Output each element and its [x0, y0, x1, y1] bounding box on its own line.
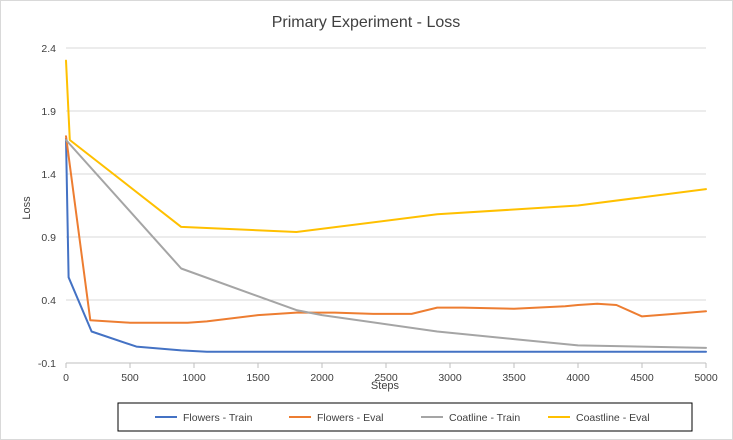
y-tick-label: 2.4: [41, 43, 56, 55]
y-tick-label: -0.1: [38, 358, 56, 370]
y-tick-label: 1.4: [41, 169, 56, 181]
chart-title: Primary Experiment - Loss: [272, 14, 461, 31]
legend-item-flowers-train: Flowers - Train: [155, 412, 253, 424]
x-tick-label: 1500: [246, 372, 270, 384]
x-tick-label: 5000: [694, 372, 718, 384]
x-tick-label: 0: [63, 372, 69, 384]
legend-box: [117, 402, 693, 432]
y-axis-title: Loss: [21, 196, 33, 220]
series-line-coastline-eval: [65, 59, 707, 233]
series-lines: [65, 59, 707, 353]
legend-label: Flowers - Train: [183, 412, 253, 424]
legend-item-flowers-eval: Flowers - Eval: [289, 412, 384, 424]
x-tick-label: 2000: [310, 372, 334, 384]
x-tick-label: 4000: [566, 372, 590, 384]
legend-item-coastline-eval: Coastline - Eval: [548, 412, 650, 424]
legend-item-coatline-train: Coatline - Train: [421, 412, 520, 424]
legend-label: Coastline - Eval: [576, 412, 650, 424]
x-tick-label: 500: [121, 372, 139, 384]
x-axis-title: Steps: [371, 380, 400, 392]
legend: Flowers - Train Flowers - Eval Coatline - …: [117, 402, 693, 432]
y-tick-label: 0.4: [41, 295, 56, 307]
series-line-flowers-eval: [65, 135, 707, 324]
y-tick-label: 0.9: [41, 232, 56, 244]
legend-label: Coatline - Train: [449, 412, 520, 424]
x-tick-label: 3500: [502, 372, 526, 384]
gridlines: [66, 47, 706, 301]
series-line-flowers-train: [65, 137, 707, 353]
x-tick-label: 3000: [438, 372, 462, 384]
y-tick-label: 1.9: [41, 106, 56, 118]
x-tick-label: 2500: [374, 372, 398, 384]
x-tick-label: 1000: [182, 372, 206, 384]
axes: -0.1 0.4 0.9 1.4 1.9 2.4 0 500 1000 1500 2000 2500 3…: [38, 43, 718, 384]
series-line-coatline-train: [65, 139, 707, 349]
legend-label: Flowers - Eval: [317, 412, 384, 424]
x-tick-label: 4500: [630, 372, 654, 384]
